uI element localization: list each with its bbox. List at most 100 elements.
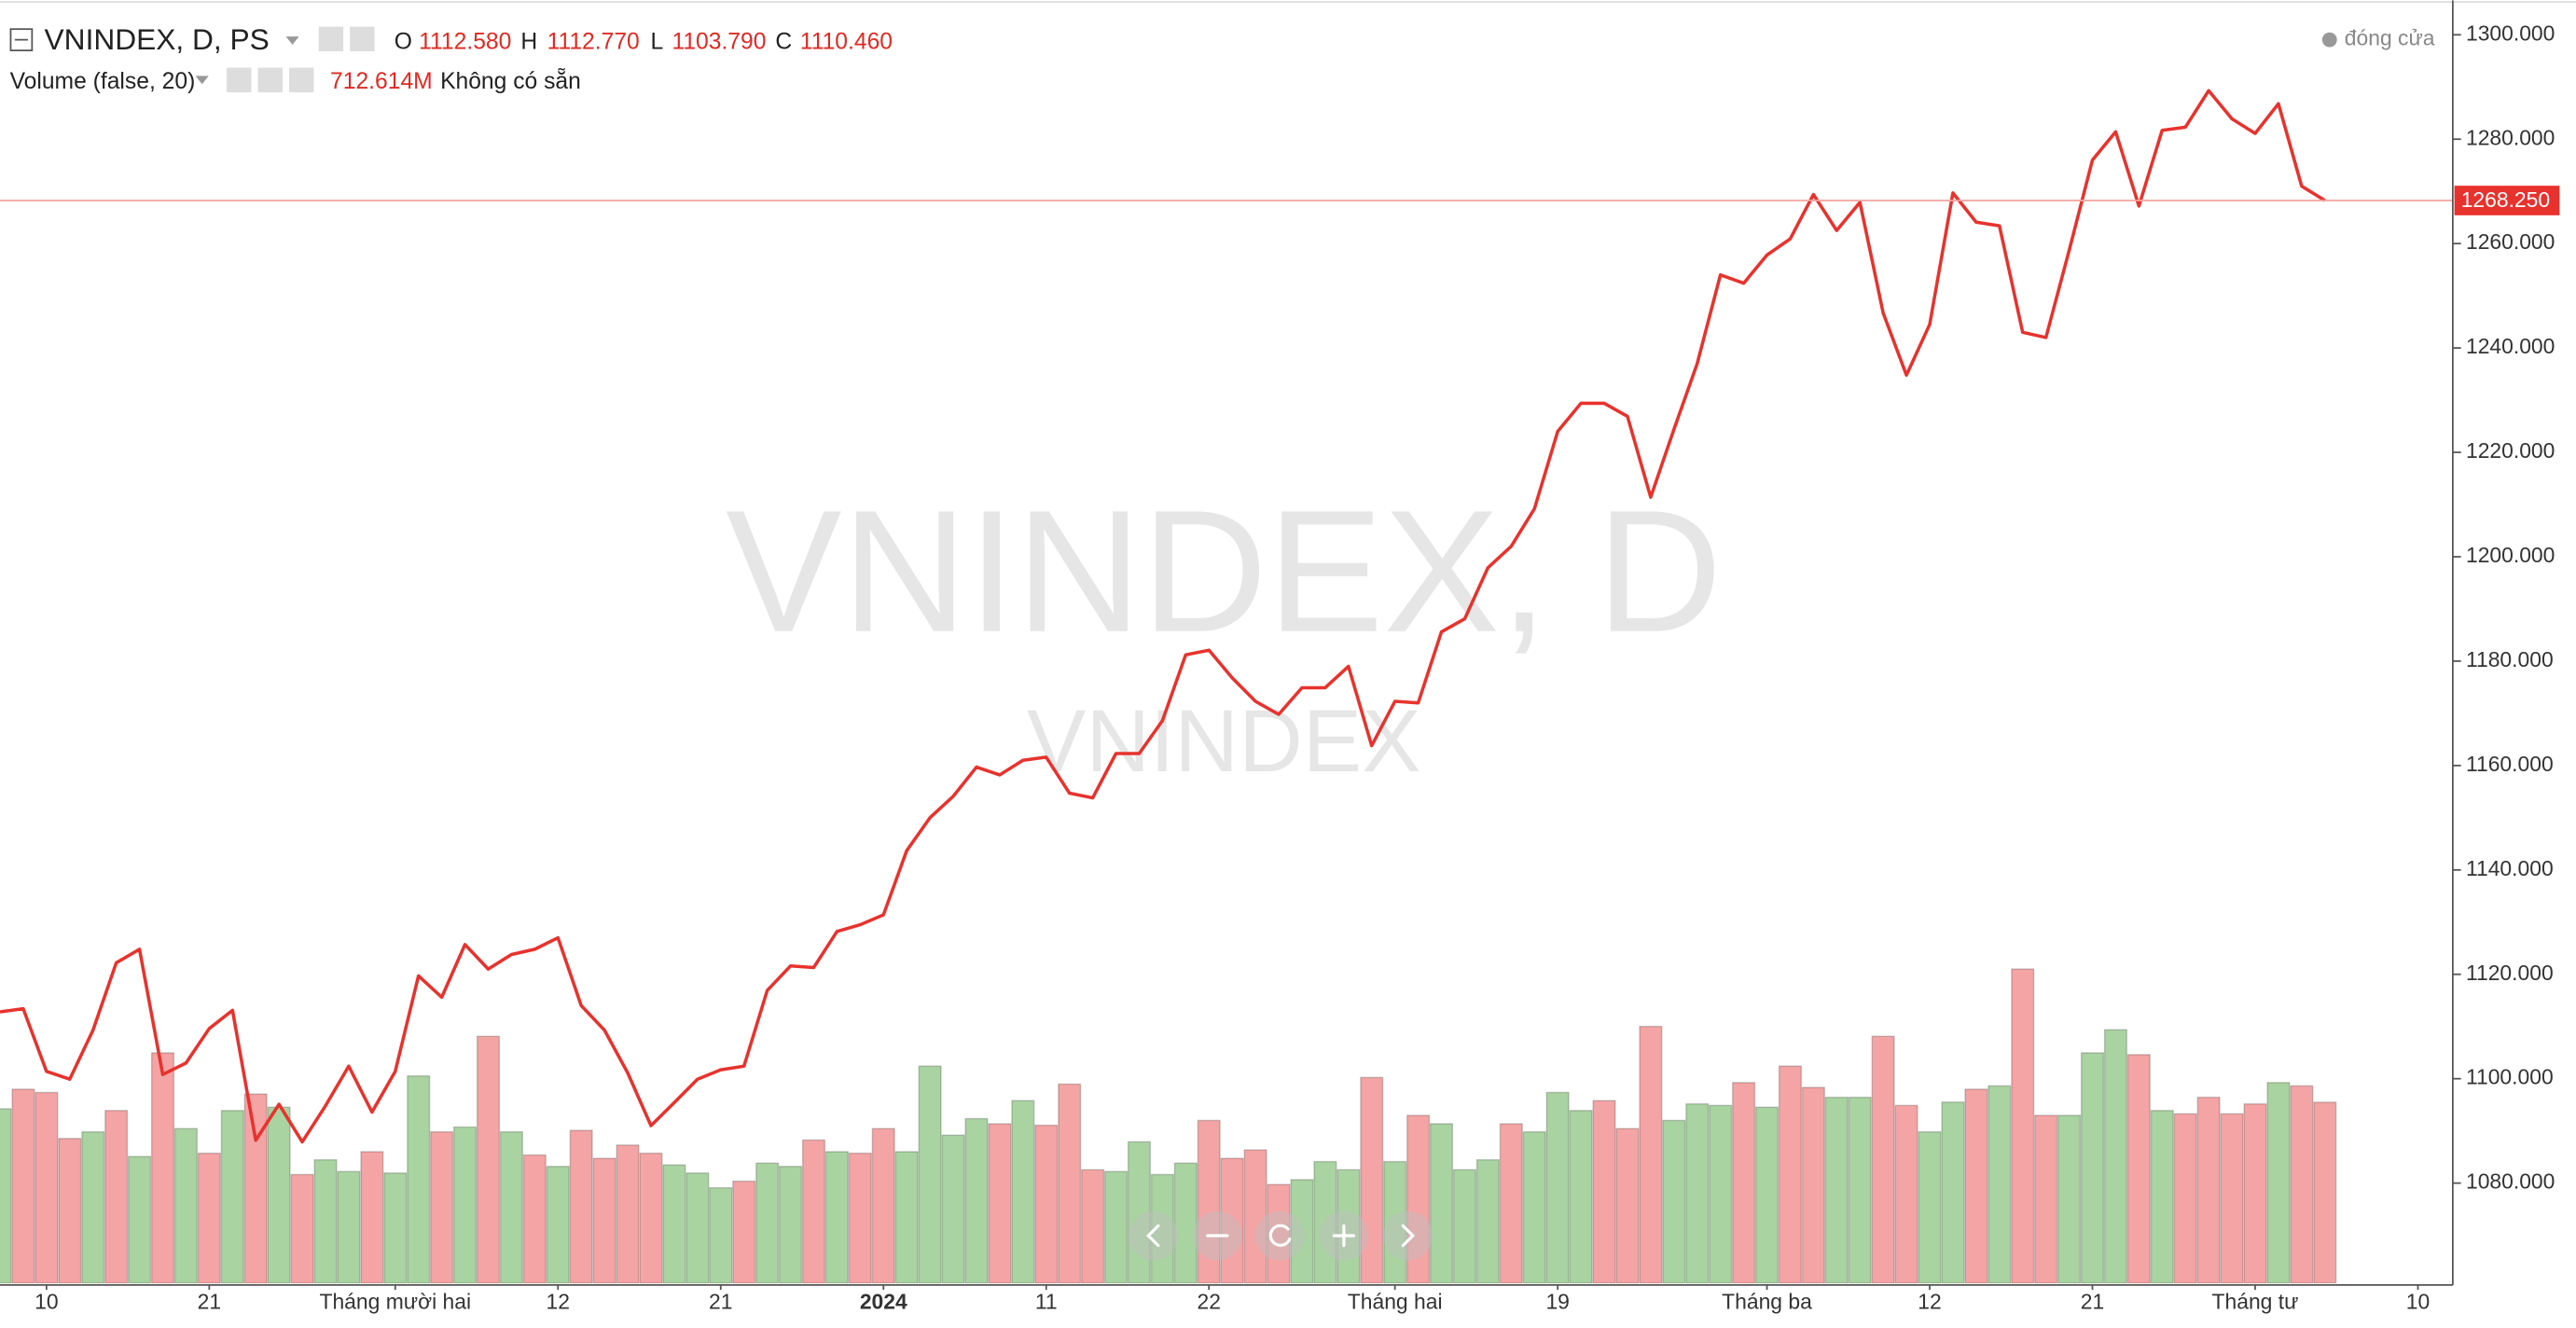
volume-bar (592, 1157, 616, 1284)
volume-bar (1685, 1103, 1710, 1284)
volume-bar (2034, 1114, 2058, 1284)
volume-bar (499, 1130, 523, 1284)
volume-bar (2057, 1114, 2082, 1284)
volume-bar (1941, 1101, 1965, 1284)
volume-bar (732, 1180, 756, 1284)
y-tick-label: 1220.000 (2466, 438, 2555, 463)
volume-bar (2150, 1110, 2174, 1284)
market-status: đóng cửa (2345, 26, 2435, 50)
volume-menu[interactable] (195, 76, 209, 85)
volume-bar (1569, 1110, 1593, 1284)
volume-status: Không có sẵn (440, 68, 581, 94)
volume-bar (546, 1166, 570, 1284)
volume-bar (1243, 1149, 1267, 1284)
volume-bar (1848, 1096, 1872, 1284)
scroll-right-button[interactable] (1383, 1210, 1433, 1261)
symbol-title: VNINDEX, D, PS (45, 22, 270, 56)
price-line (0, 89, 2326, 1144)
volume-bar (1545, 1091, 1570, 1284)
zoom-out-button[interactable] (1192, 1210, 1242, 1261)
volume-bar (1336, 1169, 1361, 1284)
volume-bar (1987, 1085, 2012, 1284)
x-tick-label: Tháng mười hai (319, 1289, 471, 1313)
last-price-box (2454, 186, 2560, 215)
volume-bar (1267, 1183, 1291, 1284)
volume-bar (128, 1155, 152, 1284)
volume-bar (476, 1035, 501, 1284)
gear-icon[interactable] (350, 26, 375, 51)
watermark-sub: VNINDEX (1027, 692, 1421, 791)
volume-bar (35, 1091, 59, 1284)
volume-bar (430, 1130, 454, 1284)
volume-bar (1732, 1082, 1756, 1284)
volume-bar (1894, 1104, 1918, 1284)
volume-bar (1173, 1162, 1198, 1284)
volume-bar (104, 1110, 129, 1284)
volume-bar (2243, 1103, 2267, 1284)
x-tick-label: 21 (2081, 1289, 2104, 1313)
x-tick-label: 10 (2406, 1289, 2430, 1313)
volume-bar (1011, 1100, 1035, 1284)
volume-bar (2126, 1054, 2151, 1284)
volume-bar (1150, 1173, 1174, 1284)
y-tick-label: 1240.000 (2466, 334, 2555, 358)
y-tick-label: 1120.000 (2466, 961, 2554, 985)
ohlc-value: 1112.580 (419, 30, 511, 55)
volume-bar (197, 1152, 221, 1284)
x-tick-label: 11 (1035, 1289, 1058, 1313)
y-tick-label: 1080.000 (2466, 1169, 2555, 1194)
volume-bar (871, 1127, 895, 1284)
volume-bar (2173, 1113, 2197, 1284)
volume-value: 712.614M (330, 69, 433, 94)
volume-bar (2313, 1101, 2337, 1284)
volume-bar (1522, 1130, 1546, 1284)
zoom-in-button[interactable] (1319, 1210, 1369, 1261)
y-tick-label: 1160.000 (2466, 752, 2554, 776)
volume-bar (337, 1170, 361, 1284)
x-tick-label: 21 (198, 1289, 221, 1313)
symbol-menu[interactable] (285, 36, 299, 45)
x-tick-label: 12 (547, 1289, 570, 1313)
eye-icon[interactable] (227, 67, 252, 93)
y-tick-label: 1300.000 (2466, 21, 2555, 45)
ohlc-key: C (775, 30, 792, 55)
x-tick-label: Tháng hai (1348, 1289, 1443, 1313)
volume-bar (755, 1162, 780, 1284)
volume-bar (1034, 1124, 1059, 1284)
collapse-icon[interactable] (9, 28, 34, 51)
volume-bar (1383, 1160, 1407, 1284)
gear-icon[interactable] (257, 67, 283, 93)
volume-bar (522, 1154, 547, 1284)
x-tick-label: Tháng tư (2212, 1289, 2299, 1313)
volume-bar (1313, 1160, 1337, 1284)
volume-bar (639, 1152, 663, 1284)
volume-bar (1871, 1035, 1895, 1284)
eye-icon[interactable] (318, 26, 344, 51)
status-dot (2321, 32, 2337, 48)
volume-bar (243, 1093, 268, 1284)
y-tick-label: 1180.000 (2466, 647, 2554, 671)
ohlc-value: 1103.790 (672, 30, 766, 55)
last-price-label: 1268.250 (2461, 187, 2550, 212)
volume-bar (1801, 1086, 1825, 1284)
close-icon[interactable] (289, 67, 314, 93)
volume-bar (2011, 968, 2035, 1284)
volume-bar (918, 1065, 942, 1284)
volume-bar (150, 1052, 175, 1284)
x-tick-label: Tháng ba (1722, 1289, 1812, 1313)
reset-button[interactable] (1254, 1210, 1305, 1261)
volume-bar (988, 1123, 1012, 1284)
volume-bar (848, 1152, 872, 1284)
ohlc-key: L (651, 30, 664, 55)
y-tick-label: 1200.000 (2466, 543, 2555, 567)
ohlc-value: 1110.460 (800, 30, 893, 55)
volume-bar (569, 1129, 593, 1284)
volume-bar (2080, 1052, 2105, 1284)
volume-bar (964, 1117, 989, 1284)
scroll-left-button[interactable] (1129, 1210, 1178, 1261)
ohlc-value: 1112.770 (547, 30, 640, 55)
x-tick-label: 22 (1198, 1289, 1221, 1313)
volume-bar (801, 1139, 826, 1284)
x-tick-label: 12 (1918, 1289, 1941, 1313)
volume-layer (0, 968, 2337, 1284)
